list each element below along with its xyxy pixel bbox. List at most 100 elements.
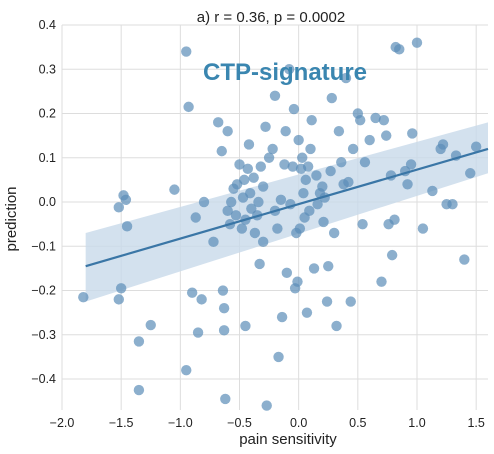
data-point bbox=[267, 143, 278, 155]
data-point bbox=[312, 199, 323, 210]
data-point bbox=[226, 196, 237, 208]
data-point bbox=[389, 214, 400, 225]
data-point bbox=[376, 276, 387, 287]
signature-title: CTP-signature bbox=[203, 59, 367, 86]
data-point bbox=[261, 400, 272, 411]
data-point bbox=[279, 159, 290, 170]
data-point bbox=[218, 303, 230, 314]
data-point bbox=[222, 205, 233, 217]
data-point bbox=[253, 196, 264, 208]
data-point bbox=[273, 351, 284, 363]
data-point bbox=[301, 307, 313, 318]
data-point bbox=[236, 223, 248, 234]
data-point bbox=[306, 114, 317, 126]
y-tick-labels: −0.4 −0.3 −0.2 −0.1 0.0 0.1 0.2 0.3 0.4 bbox=[31, 18, 56, 386]
data-point bbox=[217, 285, 229, 296]
data-point bbox=[333, 126, 345, 137]
y-tick-label: 0.2 bbox=[39, 107, 56, 121]
data-point bbox=[308, 263, 320, 274]
data-point bbox=[220, 393, 231, 405]
data-point bbox=[417, 223, 429, 234]
x-tick-label: 1.0 bbox=[408, 416, 425, 430]
data-point bbox=[298, 187, 309, 199]
y-tick-label: −0.4 bbox=[31, 372, 56, 386]
data-point bbox=[133, 384, 145, 396]
data-point bbox=[244, 187, 256, 199]
data-point bbox=[263, 152, 275, 163]
data-point bbox=[243, 139, 255, 150]
data-point bbox=[311, 170, 322, 181]
x-tick-label: 0.0 bbox=[290, 416, 307, 430]
data-point bbox=[405, 159, 417, 170]
data-point bbox=[294, 223, 306, 234]
data-point bbox=[394, 44, 405, 55]
data-point bbox=[120, 194, 132, 205]
data-point bbox=[78, 291, 89, 303]
data-point bbox=[411, 37, 423, 48]
y-tick-label: 0.3 bbox=[39, 62, 56, 76]
data-point bbox=[208, 236, 219, 248]
data-point bbox=[216, 145, 227, 157]
data-point bbox=[407, 128, 418, 139]
y-axis-label: prediction bbox=[3, 186, 20, 251]
data-point bbox=[181, 46, 192, 57]
data-point bbox=[323, 260, 334, 272]
data-point bbox=[317, 181, 328, 192]
data-point bbox=[257, 181, 269, 192]
data-point bbox=[427, 185, 438, 197]
data-point bbox=[257, 236, 269, 248]
data-point bbox=[302, 161, 314, 172]
data-point bbox=[318, 216, 329, 228]
confidence-band bbox=[85, 122, 489, 302]
data-point bbox=[437, 139, 449, 150]
data-point bbox=[304, 205, 315, 217]
x-axis-label: pain sensitivity bbox=[239, 431, 337, 448]
x-tick-label: 0.5 bbox=[349, 416, 366, 430]
chart-title: a) r = 0.36, p = 0.0002 bbox=[197, 9, 345, 26]
data-point bbox=[300, 174, 311, 186]
data-point bbox=[255, 161, 266, 172]
regression-line bbox=[85, 147, 489, 268]
data-point bbox=[249, 227, 261, 239]
x-tick-labels: −2.0 −1.5 −1.0 −0.5 0.0 0.5 1.0 1.5 bbox=[50, 416, 485, 430]
data-point bbox=[325, 165, 336, 177]
x-tick-label: 1.5 bbox=[467, 416, 484, 430]
data-point bbox=[248, 172, 259, 183]
x-tick-label: −1.0 bbox=[168, 416, 193, 430]
x-tick-label: −2.0 bbox=[50, 416, 75, 430]
data-point bbox=[381, 130, 392, 141]
y-tick-label: 0.4 bbox=[39, 18, 56, 32]
x-tick-label: −1.5 bbox=[109, 416, 134, 430]
data-point bbox=[133, 336, 145, 347]
data-point bbox=[359, 156, 371, 168]
data-point bbox=[218, 325, 230, 336]
y-tick-label: −0.3 bbox=[31, 328, 56, 342]
data-point bbox=[275, 194, 287, 205]
data-point bbox=[345, 296, 356, 307]
data-point bbox=[402, 179, 413, 190]
data-point bbox=[239, 174, 250, 186]
data-point bbox=[115, 283, 127, 294]
data-point bbox=[386, 249, 398, 261]
y-tick-label: −0.2 bbox=[31, 284, 56, 298]
y-tick-label: −0.1 bbox=[31, 239, 56, 253]
data-point bbox=[234, 159, 245, 170]
data-point bbox=[181, 364, 192, 376]
data-point bbox=[343, 176, 354, 188]
data-point bbox=[113, 202, 125, 213]
data-point bbox=[183, 101, 194, 113]
data-point bbox=[272, 223, 283, 234]
data-point bbox=[213, 117, 224, 128]
data-point bbox=[357, 218, 368, 230]
data-point bbox=[169, 184, 180, 195]
data-point bbox=[292, 276, 303, 287]
data-point bbox=[280, 126, 291, 137]
data-point bbox=[222, 126, 233, 137]
data-point bbox=[305, 143, 316, 155]
y-tick-label: 0.1 bbox=[39, 151, 56, 165]
data-point bbox=[459, 254, 470, 265]
data-point bbox=[297, 152, 308, 163]
data-point bbox=[447, 199, 458, 210]
data-point bbox=[281, 267, 293, 279]
